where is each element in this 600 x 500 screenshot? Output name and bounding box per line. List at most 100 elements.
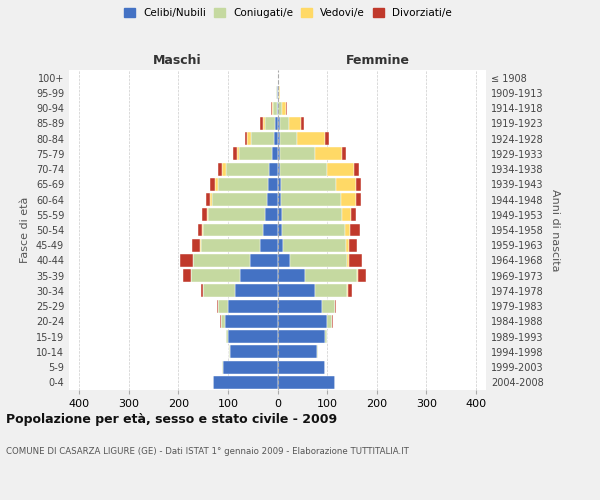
- Bar: [272, 148, 277, 160]
- Bar: [347, 254, 349, 267]
- Bar: [277, 239, 283, 252]
- Bar: [213, 376, 277, 389]
- Bar: [348, 284, 352, 298]
- Bar: [228, 330, 277, 343]
- Y-axis label: Fasce di età: Fasce di età: [20, 197, 30, 263]
- Bar: [215, 178, 218, 191]
- Bar: [277, 224, 283, 236]
- Bar: [211, 193, 212, 206]
- Bar: [206, 193, 211, 206]
- Bar: [315, 148, 342, 160]
- Bar: [263, 117, 265, 130]
- Bar: [356, 193, 361, 206]
- Bar: [277, 330, 325, 343]
- Bar: [237, 148, 239, 160]
- Bar: [202, 208, 207, 221]
- Bar: [223, 360, 277, 374]
- Text: Maschi: Maschi: [153, 54, 202, 67]
- Bar: [349, 254, 362, 267]
- Bar: [277, 360, 325, 374]
- Bar: [286, 102, 287, 114]
- Legend: Celibi/Nubili, Coniugati/e, Vedovi/e, Divorziati/e: Celibi/Nubili, Coniugati/e, Vedovi/e, Di…: [121, 5, 455, 21]
- Bar: [317, 346, 318, 358]
- Bar: [280, 117, 289, 130]
- Bar: [247, 132, 251, 145]
- Bar: [277, 254, 290, 267]
- Bar: [251, 132, 274, 145]
- Bar: [277, 300, 322, 312]
- Bar: [265, 117, 275, 130]
- Bar: [335, 300, 336, 312]
- Bar: [260, 239, 277, 252]
- Bar: [278, 86, 279, 100]
- Bar: [203, 284, 235, 298]
- Text: Popolazione per età, sesso e stato civile - 2009: Popolazione per età, sesso e stato civil…: [6, 412, 337, 426]
- Bar: [203, 224, 263, 236]
- Bar: [342, 148, 346, 160]
- Bar: [226, 315, 277, 328]
- Bar: [277, 162, 280, 175]
- Bar: [200, 284, 203, 298]
- Bar: [281, 178, 336, 191]
- Bar: [351, 208, 356, 221]
- Bar: [277, 376, 335, 389]
- Bar: [275, 117, 277, 130]
- Bar: [341, 193, 356, 206]
- Bar: [347, 284, 348, 298]
- Bar: [280, 132, 298, 145]
- Bar: [336, 178, 356, 191]
- Bar: [274, 132, 277, 145]
- Bar: [305, 269, 357, 282]
- Bar: [230, 346, 277, 358]
- Bar: [322, 300, 335, 312]
- Bar: [327, 315, 332, 328]
- Bar: [218, 162, 223, 175]
- Bar: [272, 102, 277, 114]
- Bar: [290, 254, 347, 267]
- Bar: [283, 224, 344, 236]
- Bar: [226, 330, 228, 343]
- Bar: [240, 269, 277, 282]
- Bar: [211, 178, 215, 191]
- Bar: [283, 239, 346, 252]
- Bar: [346, 239, 349, 252]
- Bar: [277, 102, 278, 114]
- Bar: [357, 269, 358, 282]
- Bar: [217, 300, 218, 312]
- Bar: [277, 117, 280, 130]
- Bar: [277, 193, 281, 206]
- Bar: [202, 224, 203, 236]
- Bar: [191, 269, 240, 282]
- Bar: [325, 330, 327, 343]
- Bar: [349, 239, 357, 252]
- Bar: [192, 239, 200, 252]
- Bar: [218, 178, 268, 191]
- Bar: [277, 346, 317, 358]
- Bar: [265, 208, 277, 221]
- Bar: [250, 254, 277, 267]
- Bar: [266, 193, 277, 206]
- Bar: [344, 224, 350, 236]
- Text: Femmine: Femmine: [346, 54, 410, 67]
- Bar: [276, 86, 277, 100]
- Bar: [277, 178, 281, 191]
- Bar: [298, 132, 325, 145]
- Bar: [327, 162, 355, 175]
- Bar: [277, 208, 283, 221]
- Bar: [280, 148, 315, 160]
- Bar: [277, 315, 327, 328]
- Bar: [277, 284, 315, 298]
- Bar: [278, 102, 283, 114]
- Bar: [260, 117, 263, 130]
- Bar: [356, 178, 361, 191]
- Bar: [198, 224, 202, 236]
- Bar: [208, 208, 265, 221]
- Bar: [268, 178, 277, 191]
- Bar: [269, 162, 277, 175]
- Bar: [355, 162, 359, 175]
- Bar: [283, 102, 286, 114]
- Bar: [277, 148, 280, 160]
- Bar: [218, 300, 228, 312]
- Bar: [200, 239, 260, 252]
- Bar: [358, 269, 366, 282]
